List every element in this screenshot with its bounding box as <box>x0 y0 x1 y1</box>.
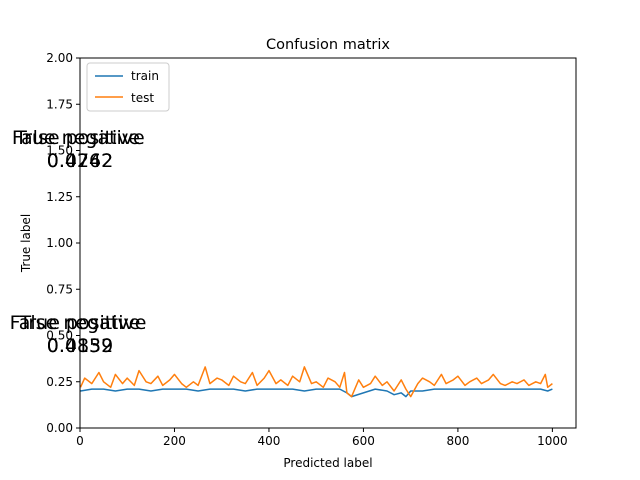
legend-box <box>86 62 170 112</box>
annotation-true-negative: True negative <box>14 127 145 149</box>
y-tick-label: 1.25 <box>46 190 73 204</box>
y-tick-label: 0.75 <box>46 282 73 296</box>
y-tick-label: 0.25 <box>46 375 73 389</box>
series-layer <box>79 366 553 398</box>
y-tick-label: 1.50 <box>46 144 73 158</box>
series-line-train <box>80 388 553 398</box>
annotations: True negative False positive 0.4742 0.02… <box>10 127 147 357</box>
annotation-false-negative: False negative <box>10 312 147 334</box>
annotation-true-positive: True positive <box>19 312 141 334</box>
annotation-false-positive: False positive <box>12 127 140 149</box>
annotation-fn-value: 0.0152 <box>47 335 113 357</box>
x-tick-label: 0 <box>76 434 84 448</box>
chart-title: Confusion matrix <box>266 37 390 53</box>
x-tick-label: 1000 <box>537 434 568 448</box>
y-axis-label: True label <box>19 214 33 273</box>
x-tick-label: 400 <box>257 434 280 448</box>
x-axis-label: Predicted label <box>283 456 372 470</box>
annotation-tn-value: 0.4742 <box>47 150 113 172</box>
y-tick-label: 1.75 <box>46 97 73 111</box>
legend: train test <box>86 62 170 112</box>
plot-area <box>80 58 576 428</box>
x-tick-label: 200 <box>163 434 186 448</box>
x-tick-label: 600 <box>352 434 375 448</box>
legend-label-test: test <box>131 91 154 105</box>
y-tick-label: 0.50 <box>46 329 73 343</box>
y-tick-label: 1.00 <box>46 236 73 250</box>
legend-label-train: train <box>131 69 159 83</box>
x-tick-label: 800 <box>446 434 469 448</box>
y-axis: 0.00 0.25 0.50 0.75 1.00 1.25 1.50 1.75 2.00 <box>46 51 80 435</box>
series-line-test <box>79 366 553 398</box>
x-axis: 0 200 400 600 800 1000 <box>76 428 568 448</box>
annotation-fp-value: 0.0262 <box>47 150 113 172</box>
annotation-tp-value: 0.4839 <box>47 335 113 357</box>
y-tick-label: 0.00 <box>46 421 73 435</box>
y-tick-label: 2.00 <box>46 51 73 65</box>
